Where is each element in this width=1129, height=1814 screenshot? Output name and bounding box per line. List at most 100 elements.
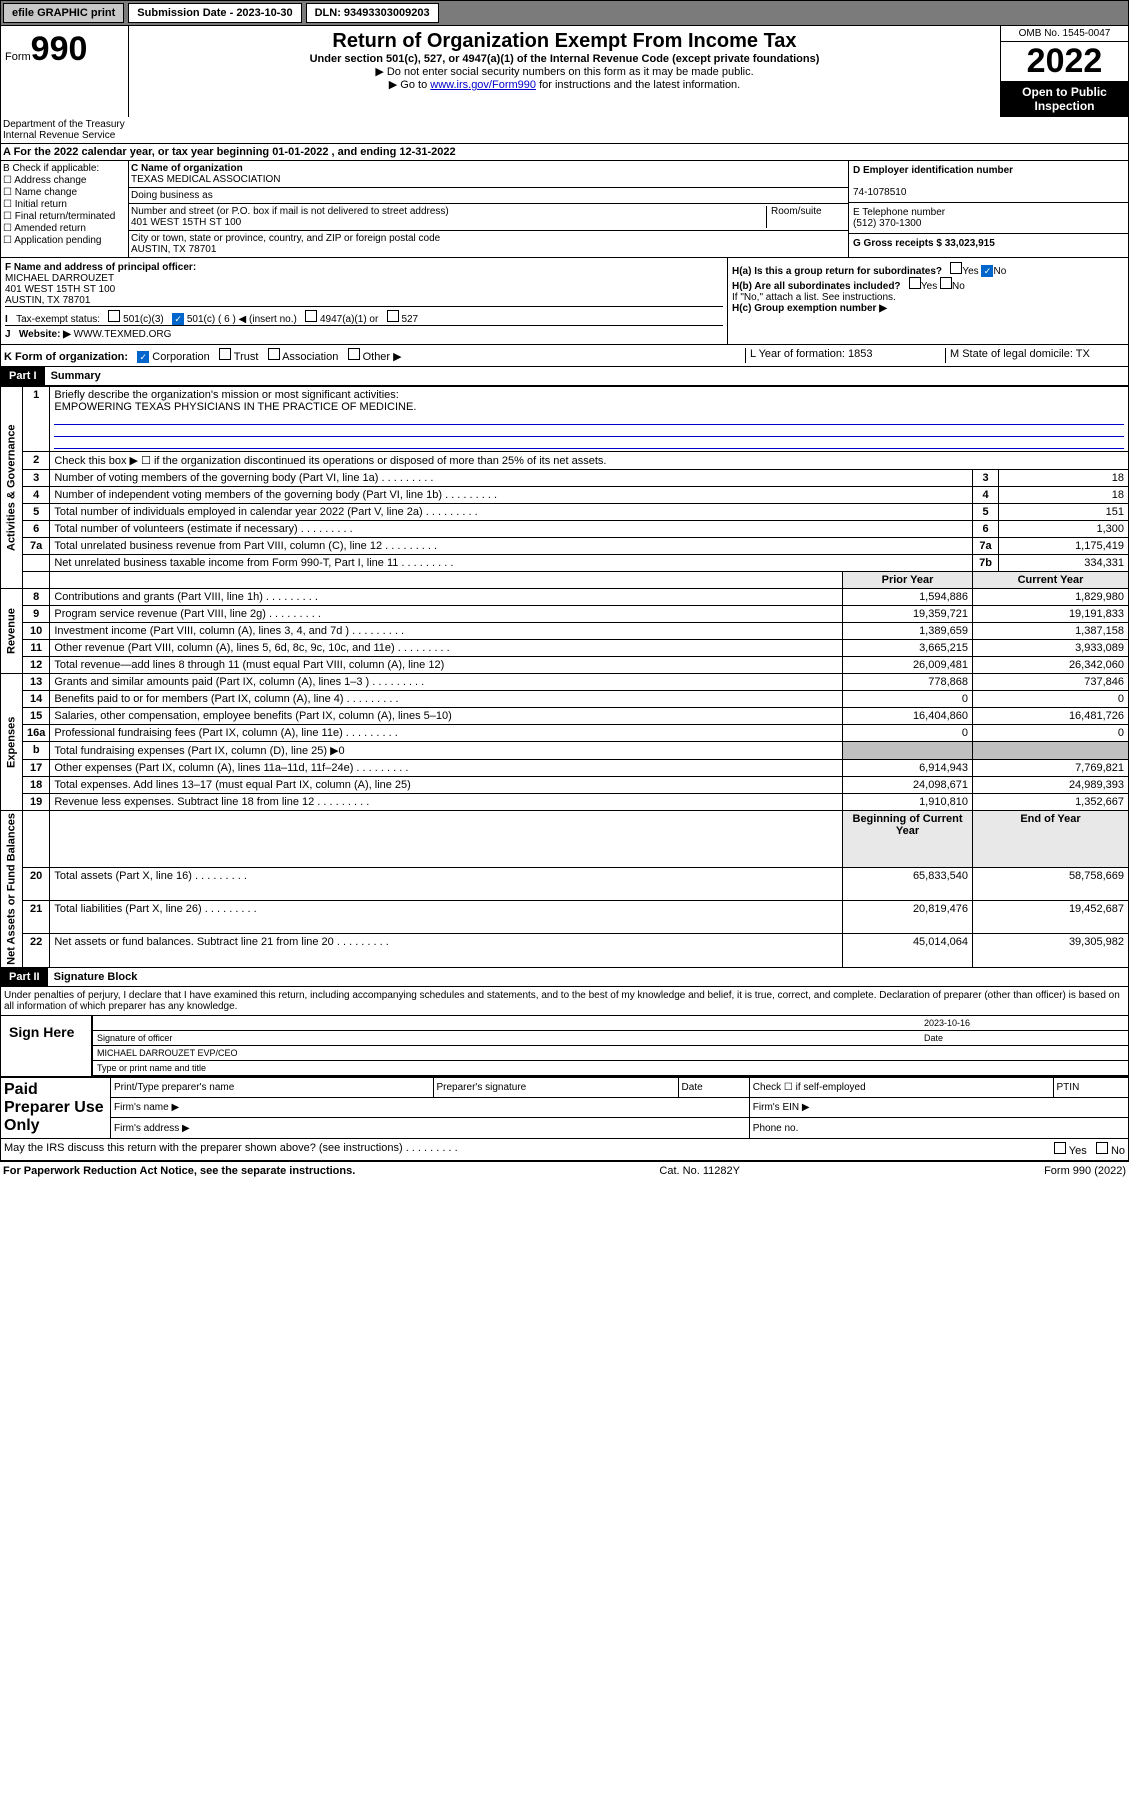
m-state: M State of legal domicile: TX bbox=[945, 348, 1125, 363]
k-label: K Form of organization: bbox=[4, 351, 128, 363]
open-public-badge: Open to Public Inspection bbox=[1001, 81, 1128, 117]
dba-label: Doing business as bbox=[131, 190, 213, 201]
vlabel-exp: Expenses bbox=[1, 674, 23, 811]
firm-name: Firm's name ▶ bbox=[111, 1098, 750, 1118]
hc-label: H(c) Group exemption number ▶ bbox=[732, 303, 887, 314]
declaration: Under penalties of perjury, I declare th… bbox=[0, 987, 1129, 1016]
form-header: Form990 Return of Organization Exempt Fr… bbox=[0, 26, 1129, 117]
form-number: 990 bbox=[31, 30, 88, 68]
signer-name: MICHAEL DARROUZET EVP/CEO bbox=[97, 1048, 238, 1058]
submission-date: Submission Date - 2023-10-30 bbox=[128, 3, 301, 23]
f-label: F Name and address of principal officer: bbox=[5, 262, 723, 273]
dept-row: Department of the Treasury Internal Reve… bbox=[0, 117, 1129, 144]
val-7b: 334,331 bbox=[999, 555, 1129, 572]
firm-addr: Firm's address ▶ bbox=[111, 1118, 750, 1138]
d-label: D Employer identification number bbox=[853, 165, 1013, 176]
chk-501c3[interactable] bbox=[108, 310, 120, 322]
hb-label: H(b) Are all subordinates included? bbox=[732, 281, 901, 292]
sig-date: 2023-10-16 bbox=[924, 1018, 1124, 1028]
ha-no[interactable]: ✓ bbox=[981, 265, 993, 277]
header-note2: ▶ Go to www.irs.gov/Form990 for instruct… bbox=[133, 78, 996, 91]
irs-link[interactable]: www.irs.gov/Form990 bbox=[430, 79, 536, 91]
officer-name: MICHAEL DARROUZET bbox=[5, 273, 723, 284]
vlabel-gov: Activities & Governance bbox=[1, 387, 23, 589]
val-6: 1,300 bbox=[999, 521, 1129, 538]
k-corp[interactable]: ✓ bbox=[137, 351, 149, 363]
part1-hdr: Part I bbox=[1, 367, 45, 385]
hb-yes[interactable] bbox=[909, 277, 921, 289]
line-a: A For the 2022 calendar year, or tax yea… bbox=[0, 144, 1129, 161]
part2-title: Signature Block bbox=[51, 968, 141, 986]
header-subtitle: Under section 501(c), 527, or 4947(a)(1)… bbox=[133, 53, 996, 65]
footer-form: Form 990 (2022) bbox=[1044, 1165, 1126, 1177]
street-address: 401 WEST 15TH ST 100 bbox=[131, 217, 241, 228]
may-irs-row: May the IRS discuss this return with the… bbox=[0, 1139, 1129, 1161]
chk-address-change[interactable]: ☐ Address change bbox=[3, 175, 126, 186]
website: WWW.TEXMED.ORG bbox=[74, 329, 172, 340]
prep-sig-label: Preparer's signature bbox=[433, 1077, 678, 1097]
prep-name-label: Print/Type preparer's name bbox=[111, 1077, 434, 1097]
firm-phone: Phone no. bbox=[749, 1118, 1128, 1138]
room-label: Room/suite bbox=[766, 206, 846, 228]
val-5: 151 bbox=[999, 504, 1129, 521]
hb-no[interactable] bbox=[940, 277, 952, 289]
part2: Part II Signature Block bbox=[0, 968, 1129, 987]
footer-left: For Paperwork Reduction Act Notice, see … bbox=[3, 1165, 355, 1177]
k-assoc[interactable] bbox=[268, 348, 280, 360]
may-yes[interactable] bbox=[1054, 1142, 1066, 1154]
k-other[interactable] bbox=[348, 348, 360, 360]
j-label: Website: ▶ bbox=[19, 329, 71, 340]
b-label: B Check if applicable: bbox=[3, 163, 126, 174]
sig-officer-label: Signature of officer bbox=[97, 1033, 924, 1043]
city-label: City or town, state or province, country… bbox=[131, 233, 440, 244]
chk-initial-return[interactable]: ☐ Initial return bbox=[3, 199, 126, 210]
part1: Part I Summary bbox=[0, 367, 1129, 386]
firm-ein: Firm's EIN ▶ bbox=[749, 1098, 1128, 1118]
chk-527[interactable] bbox=[387, 310, 399, 322]
sign-here-label: Sign Here bbox=[1, 1016, 91, 1076]
k-trust[interactable] bbox=[219, 348, 231, 360]
col-curr: Current Year bbox=[973, 572, 1129, 589]
chk-501c[interactable]: ✓ bbox=[172, 313, 184, 325]
i-label: Tax-exempt status: bbox=[16, 314, 100, 325]
val-4: 18 bbox=[999, 487, 1129, 504]
row-k: K Form of organization: ✓ Corporation Tr… bbox=[0, 345, 1129, 367]
officer-addr2: AUSTIN, TX 78701 bbox=[5, 295, 723, 306]
paid-preparer-table: Paid Preparer Use Only Print/Type prepar… bbox=[0, 1077, 1129, 1139]
header-title: Return of Organization Exempt From Incom… bbox=[133, 30, 996, 53]
col-end: End of Year bbox=[973, 811, 1129, 868]
may-irs: May the IRS discuss this return with the… bbox=[4, 1142, 458, 1157]
chk-final-return[interactable]: ☐ Final return/terminated bbox=[3, 211, 126, 222]
fgh-row: F Name and address of principal officer:… bbox=[0, 258, 1129, 345]
prep-date-label: Date bbox=[678, 1077, 749, 1097]
part2-hdr: Part II bbox=[1, 968, 48, 986]
chk-amended[interactable]: ☐ Amended return bbox=[3, 223, 126, 234]
chk-name-change[interactable]: ☐ Name change bbox=[3, 187, 126, 198]
may-no[interactable] bbox=[1096, 1142, 1108, 1154]
col-begin: Beginning of Current Year bbox=[843, 811, 973, 868]
c-label: C Name of organization bbox=[131, 163, 243, 174]
vlabel-net: Net Assets or Fund Balances bbox=[1, 811, 23, 968]
signer-name-label: Type or print name and title bbox=[97, 1063, 206, 1073]
ptin-label: PTIN bbox=[1053, 1077, 1128, 1097]
topbar: efile GRAPHIC print Submission Date - 20… bbox=[0, 0, 1129, 26]
telephone: (512) 370-1300 bbox=[853, 218, 921, 229]
efile-print-btn[interactable]: efile GRAPHIC print bbox=[3, 3, 124, 23]
header-note1: ▶ Do not enter social security numbers o… bbox=[133, 65, 996, 78]
dept-treasury: Department of the Treasury Internal Reve… bbox=[1, 117, 129, 143]
ha-yes[interactable] bbox=[950, 262, 962, 274]
val-3: 18 bbox=[999, 470, 1129, 487]
chk-app-pending[interactable]: ☐ Application pending bbox=[3, 235, 126, 246]
footer: For Paperwork Reduction Act Notice, see … bbox=[0, 1161, 1129, 1180]
footer-cat: Cat. No. 11282Y bbox=[659, 1165, 740, 1177]
mission: EMPOWERING TEXAS PHYSICIANS IN THE PRACT… bbox=[54, 401, 416, 413]
omb-number: OMB No. 1545-0047 bbox=[1001, 26, 1128, 42]
chk-4947[interactable] bbox=[305, 310, 317, 322]
part1-title: Summary bbox=[48, 367, 104, 385]
ein: 74-1078510 bbox=[853, 187, 906, 198]
g-gross-receipts: G Gross receipts $ 33,023,915 bbox=[853, 238, 995, 249]
summary-table: Activities & Governance 1 Briefly descri… bbox=[0, 386, 1129, 968]
city-state-zip: AUSTIN, TX 78701 bbox=[131, 244, 216, 255]
section-b: B Check if applicable: ☐ Address change … bbox=[0, 161, 1129, 258]
addr-label: Number and street (or P.O. box if mail i… bbox=[131, 206, 449, 217]
